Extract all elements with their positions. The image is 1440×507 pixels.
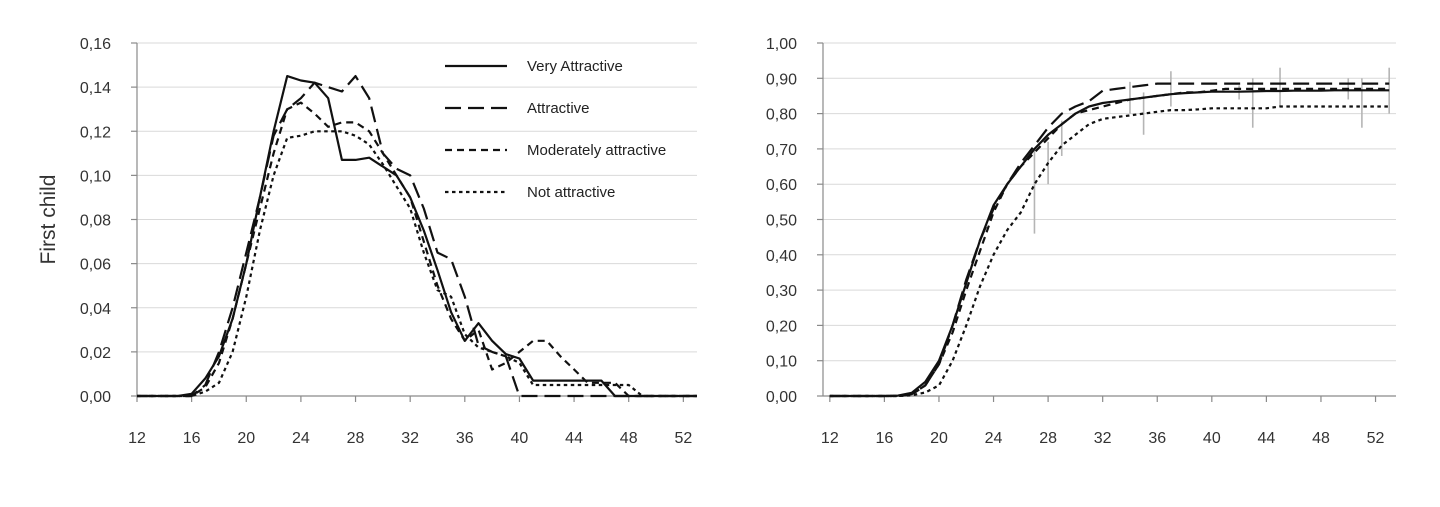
x-tick-label: 36 — [456, 430, 474, 447]
x-tick-label: 32 — [1094, 430, 1112, 447]
y-tick-label: 0,14 — [80, 80, 111, 97]
series-line-not-attractive — [137, 130, 697, 398]
series-line-attractive — [137, 74, 697, 398]
right-chart-cumulative: 0,00 0,10 0,20 0,30 0,40 0,50 0,60 0,70 0,80 0,90… — [766, 36, 1396, 447]
y-tick-label: 0,08 — [80, 213, 111, 230]
series-line-moderately-attractive — [829, 87, 1390, 398]
y-tick-label: 0,10 — [766, 354, 797, 371]
x-tick-label: 40 — [511, 430, 529, 447]
legend-label-very-attractive: Very Attractive — [527, 58, 623, 75]
x-tick-label: 48 — [1312, 430, 1330, 447]
y-tick-label: 0,06 — [80, 257, 111, 274]
x-tick-label: 44 — [565, 430, 583, 447]
x-tick-label: 24 — [292, 430, 310, 447]
y-axis-label: First child — [37, 175, 60, 265]
legend-label-attractive: Attractive — [527, 100, 590, 117]
x-tick-label: 40 — [1203, 430, 1221, 447]
x-tick-label: 44 — [1257, 430, 1275, 447]
y-tick-label: 0,02 — [80, 345, 111, 362]
y-tick-label: 1,00 — [766, 36, 797, 53]
y-tick-label: 0,00 — [766, 389, 797, 406]
series-line-not-attractive — [829, 105, 1390, 398]
x-tick-label: 52 — [1367, 430, 1385, 447]
x-tick-label: 48 — [620, 430, 638, 447]
y-tick-label: 0,70 — [766, 142, 797, 159]
y-tick-label: 0,50 — [766, 213, 797, 230]
x-tick-label: 24 — [985, 430, 1003, 447]
legend-label-not-attractive: Not attractive — [527, 184, 615, 201]
series-line-attractive — [829, 82, 1390, 398]
y-tick-label: 0,30 — [766, 283, 797, 300]
y-tick-label: 0,90 — [766, 71, 797, 88]
x-tick-label: 12 — [128, 430, 146, 447]
x-tick-label: 28 — [347, 430, 365, 447]
x-tick-label: 52 — [674, 430, 692, 447]
series-line-very-attractive — [829, 89, 1390, 398]
x-tick-label: 20 — [930, 430, 948, 447]
y-tick-label: 0,40 — [766, 248, 797, 265]
x-tick-label: 16 — [875, 430, 893, 447]
series-line-very-attractive — [137, 74, 697, 398]
series-line-moderately-attractive — [137, 101, 697, 398]
y-tick-label: 0,60 — [766, 177, 797, 194]
y-tick-label: 0,04 — [80, 301, 111, 318]
y-tick-label: 0,10 — [80, 168, 111, 185]
x-tick-label: 32 — [401, 430, 419, 447]
y-tick-label: 0,12 — [80, 124, 111, 141]
y-tick-label: 0,16 — [80, 36, 111, 53]
y-tick-label: 0,20 — [766, 318, 797, 335]
left-chart-first-child-density: 0,00 0,02 0,04 0,06 0,08 0,10 0,12 0,14 0,16 12 16… — [37, 36, 697, 447]
x-tick-label: 16 — [183, 430, 201, 447]
y-tick-label: 0,00 — [80, 389, 111, 406]
legend: Very Attractive Attractive Moderately attr… — [445, 58, 666, 201]
x-tick-label: 12 — [821, 430, 839, 447]
legend-label-moderately-attractive: Moderately attractive — [527, 142, 666, 159]
x-tick-label: 20 — [237, 430, 255, 447]
y-tick-label: 0,80 — [766, 107, 797, 124]
x-tick-label: 36 — [1148, 430, 1166, 447]
x-tick-label: 28 — [1039, 430, 1057, 447]
